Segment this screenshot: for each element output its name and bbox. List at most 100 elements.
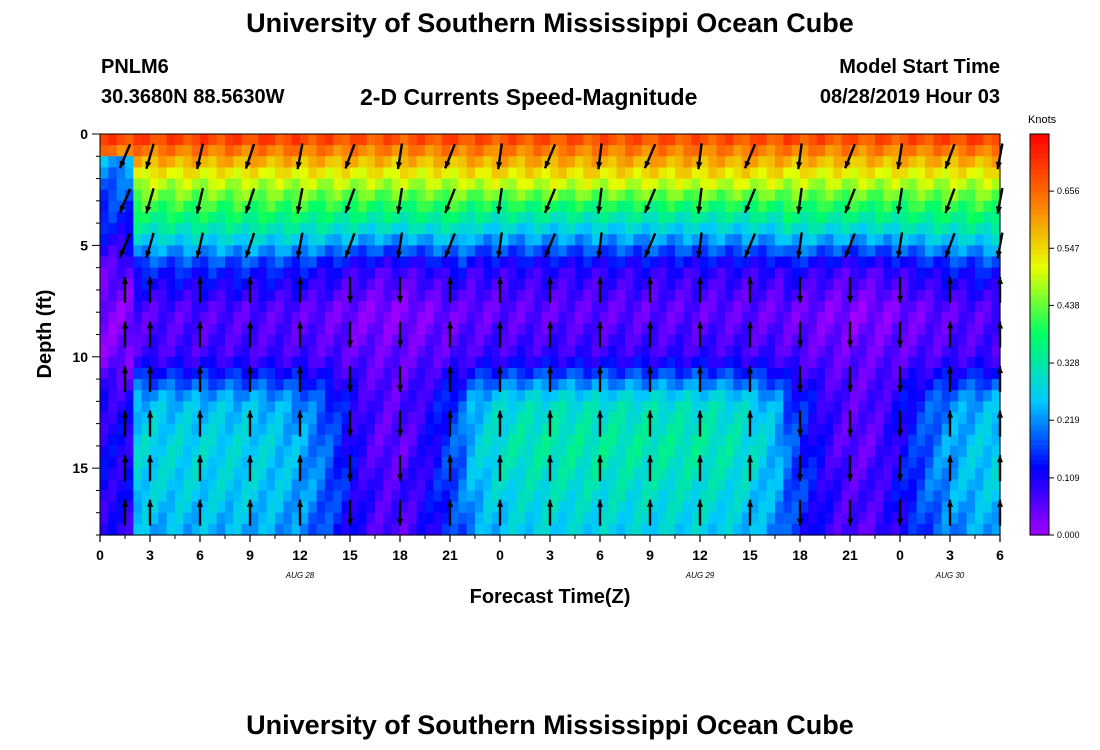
- heatmap-cell: [616, 423, 626, 436]
- heatmap-cell: [866, 523, 876, 536]
- colorbar-segment: [1030, 344, 1049, 351]
- heatmap-cell: [158, 245, 168, 258]
- heatmap-cell: [783, 523, 793, 536]
- heatmap-cell: [475, 501, 484, 514]
- heatmap-cell: [116, 323, 126, 336]
- heatmap-cell: [383, 512, 393, 525]
- heatmap-cell: [533, 345, 543, 358]
- heatmap-cell: [400, 178, 409, 191]
- heatmap-cell: [891, 367, 901, 380]
- heatmap-cell: [750, 334, 759, 347]
- current-arrow: [396, 143, 404, 170]
- arrow-head: [945, 205, 951, 213]
- heatmap-cell: [866, 289, 876, 302]
- heatmap-cell: [833, 501, 843, 514]
- heatmap-cell: [150, 345, 159, 358]
- arrow-head: [696, 251, 703, 259]
- heatmap-cell: [758, 189, 768, 202]
- heatmap-cell: [733, 523, 743, 536]
- heatmap-cell: [950, 289, 959, 302]
- heatmap-cell: [758, 200, 768, 213]
- heatmap-cell: [391, 189, 401, 202]
- heatmap-cell: [716, 200, 726, 213]
- heatmap-cell: [241, 267, 251, 280]
- heatmap-cell: [908, 490, 918, 503]
- heatmap-cell: [950, 356, 959, 369]
- heatmap-cell: [758, 457, 768, 469]
- heatmap-cell: [675, 512, 684, 525]
- heatmap-cell: [116, 289, 126, 302]
- arrow-head: [696, 366, 704, 374]
- heatmap-cell: [625, 434, 634, 447]
- heatmap-cell: [508, 301, 518, 313]
- heatmap-cell: [425, 301, 434, 313]
- heatmap-cell: [791, 501, 801, 514]
- heatmap-cell: [575, 423, 584, 436]
- heatmap-cell: [166, 234, 176, 246]
- heatmap-cell: [250, 423, 259, 436]
- heatmap-cell: [108, 334, 118, 347]
- heatmap-cell: [225, 134, 234, 146]
- heatmap-cell: [366, 145, 376, 157]
- heatmap-cell: [416, 211, 426, 224]
- heatmap-cell: [408, 468, 418, 480]
- heatmap-cell: [383, 334, 393, 347]
- heatmap-cell: [325, 457, 334, 469]
- heatmap-cell: [125, 223, 134, 235]
- arrow-head: [896, 206, 903, 214]
- heatmap-cell: [950, 223, 959, 235]
- heatmap-cell: [308, 434, 318, 447]
- heatmap-cell: [733, 234, 743, 246]
- heatmap-cell: [791, 423, 801, 436]
- heatmap-cell: [233, 301, 243, 313]
- heatmap-cell: [141, 423, 151, 436]
- heatmap-cell: [191, 134, 201, 146]
- heatmap-cell: [958, 434, 968, 447]
- heatmap-cell: [366, 189, 376, 202]
- heatmap-cell: [525, 423, 534, 436]
- arrow-head: [146, 410, 154, 418]
- heatmap-cell: [566, 367, 576, 380]
- heatmap-cell: [691, 245, 701, 258]
- heatmap-cell: [516, 245, 526, 258]
- heatmap-cell: [308, 468, 318, 480]
- heatmap-cell: [183, 390, 193, 402]
- heatmap-cell: [225, 145, 234, 157]
- heatmap-cell: [566, 356, 576, 369]
- heatmap-cell: [100, 145, 109, 157]
- heatmap-cell: [600, 245, 609, 258]
- heatmap-cell: [150, 356, 159, 369]
- heatmap-cell: [391, 267, 401, 280]
- heatmap-cell: [750, 134, 759, 146]
- heatmap-cell: [100, 356, 109, 369]
- heatmap-cell: [400, 289, 409, 302]
- heatmap-cell: [991, 289, 1001, 302]
- colorbar-segment: [1030, 379, 1049, 386]
- heatmap-cell: [825, 490, 834, 503]
- heatmap-cell: [966, 401, 976, 414]
- heatmap-cell: [383, 523, 393, 536]
- heatmap-cell: [958, 200, 968, 213]
- heatmap-cell: [150, 189, 159, 202]
- heatmap-cell: [575, 178, 584, 191]
- heatmap-cell: [966, 423, 976, 436]
- heatmap-cell: [675, 256, 684, 269]
- heatmap-cell: [758, 234, 768, 246]
- heatmap-cell: [766, 189, 776, 202]
- current-arrow: [296, 410, 304, 437]
- heatmap-cell: [850, 457, 859, 469]
- heatmap-cell: [966, 156, 976, 169]
- heatmap-cell: [358, 334, 368, 347]
- heatmap-cell: [400, 245, 409, 258]
- heatmap-cell: [750, 501, 759, 514]
- heatmap-cell: [175, 245, 184, 258]
- heatmap-cell: [908, 501, 918, 514]
- heatmap-cell: [350, 356, 359, 369]
- heatmap-cell: [433, 423, 443, 436]
- heatmap-cell: [366, 345, 376, 358]
- heatmap-cell: [633, 334, 643, 347]
- current-arrow: [246, 410, 254, 437]
- heatmap-cell: [541, 301, 551, 313]
- heatmap-cell: [391, 523, 401, 536]
- heatmap-cell: [950, 278, 959, 291]
